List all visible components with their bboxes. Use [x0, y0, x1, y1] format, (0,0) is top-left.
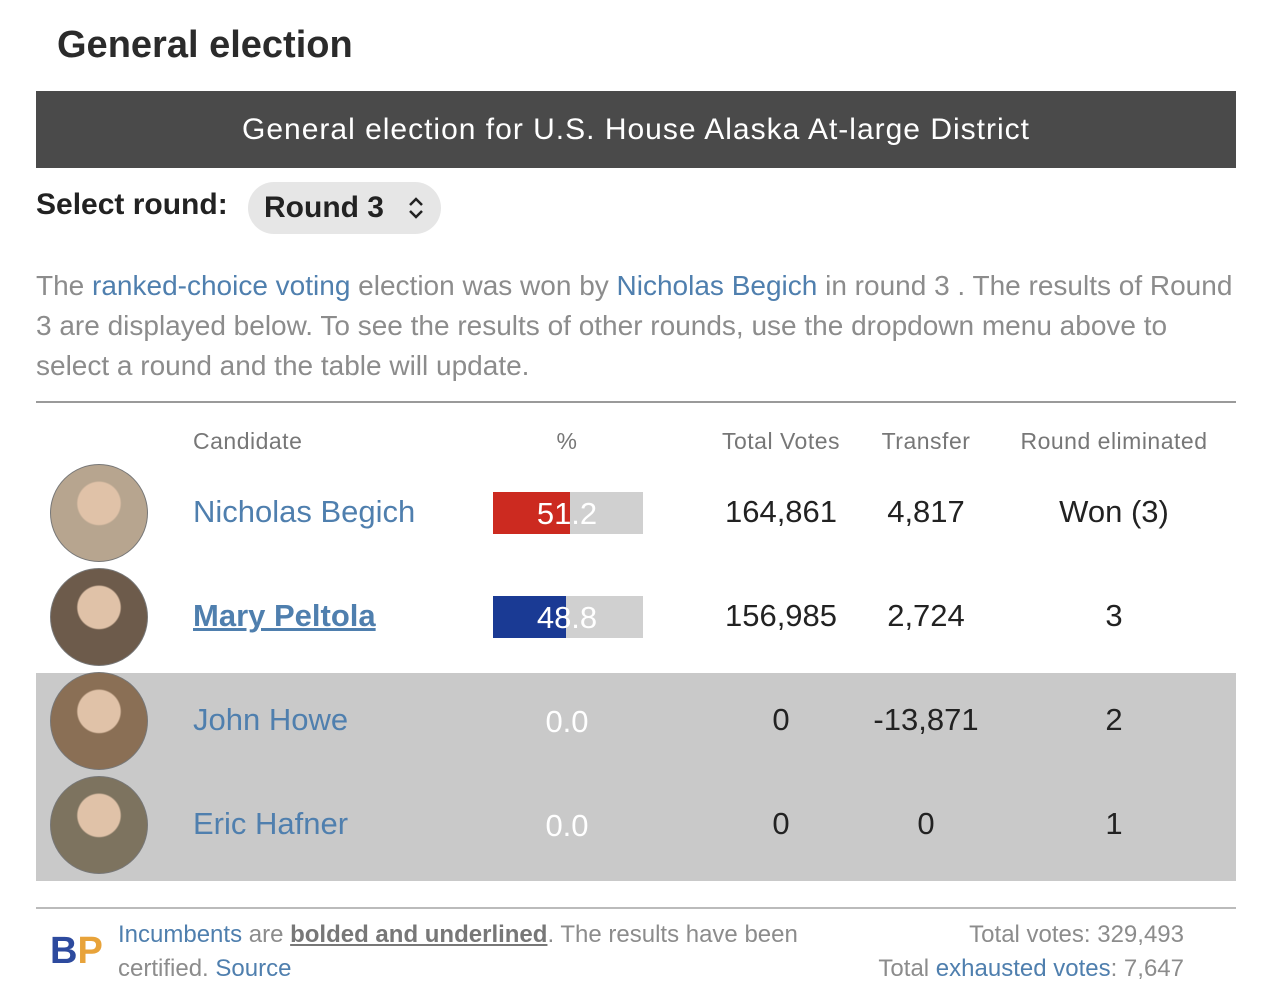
percent-bar	[493, 596, 567, 638]
total-votes: 0	[772, 806, 790, 841]
total-votes: 0	[772, 702, 790, 737]
column-header: Transfer	[881, 428, 971, 454]
logo: BP	[50, 930, 103, 973]
footer-note: Incumbents are bolded and underlined. Th…	[118, 918, 808, 986]
round-eliminated: 1	[1105, 806, 1123, 841]
percent: 0.0	[545, 704, 589, 739]
candidate-photo	[50, 464, 148, 562]
round-eliminated: Won (3)	[1059, 494, 1169, 529]
candidate-name[interactable]: John Howe	[193, 702, 349, 737]
link[interactable]: Nicholas Begich	[616, 270, 818, 301]
logo-p: P	[77, 930, 103, 972]
column-header: Total Votes	[721, 428, 841, 454]
total-votes: 164,861	[724, 494, 838, 529]
percent-bar	[493, 492, 570, 534]
round-eliminated: 2	[1105, 702, 1123, 737]
divider	[36, 401, 1236, 403]
round-eliminated: 3	[1105, 598, 1123, 633]
candidate-name[interactable]: Nicholas Begich	[193, 494, 416, 529]
link[interactable]: exhausted votes	[935, 955, 1111, 982]
banner: General election for U.S. House Alaska A…	[36, 91, 1236, 168]
divider	[36, 907, 1236, 909]
text: . The results have been certified.	[118, 921, 798, 982]
text: are	[242, 921, 291, 948]
total-votes: 156,985	[724, 598, 838, 633]
percent-bar-track	[493, 596, 643, 638]
select-label: Select round:	[36, 188, 228, 221]
text: Total	[878, 955, 936, 982]
exhausted-votes: Total exhausted votes: 7,647	[760, 952, 1184, 986]
text: The	[36, 270, 93, 301]
total-votes: Total votes: 329,493	[969, 921, 1184, 948]
candidate-photo	[50, 776, 148, 874]
select-value: Round 3	[264, 191, 384, 224]
footer-totals: Total votes: 329,493 Total exhausted vot…	[760, 918, 1184, 986]
column-header: Candidate	[193, 428, 303, 454]
round-select[interactable]: Round 3	[248, 182, 441, 234]
row-background	[36, 777, 1236, 881]
column-header: %	[556, 428, 578, 454]
select-arrows	[409, 197, 423, 219]
text: in round 3 . The results of Round 3 are …	[36, 270, 1233, 381]
percent: 48.8	[536, 600, 598, 635]
row-background	[36, 673, 1236, 777]
transfer: 4,817	[887, 494, 965, 529]
page-title: General election	[57, 24, 353, 66]
candidate-photo	[50, 568, 148, 666]
link[interactable]: Source	[215, 955, 292, 982]
text: bolded and underlined	[290, 921, 548, 948]
link[interactable]: Incumbents	[118, 921, 243, 948]
candidate-name[interactable]: Mary Peltola	[193, 598, 376, 633]
column-header: Round eliminated	[1020, 428, 1208, 454]
text: election was won by	[350, 270, 617, 301]
candidate-photo	[50, 672, 148, 770]
text: : 7,647	[1110, 955, 1184, 982]
transfer: 2,724	[887, 598, 965, 633]
transfer: -13,871	[873, 702, 979, 737]
percent-bar-track	[493, 492, 643, 534]
transfer: 0	[917, 806, 935, 841]
description: The ranked-choice voting election was wo…	[36, 266, 1236, 386]
logo-b: B	[50, 930, 78, 972]
percent: 51.2	[536, 496, 598, 531]
link[interactable]: ranked-choice voting	[92, 270, 351, 301]
percent: 0.0	[545, 808, 589, 843]
candidate-name[interactable]: Eric Hafner	[193, 806, 349, 841]
